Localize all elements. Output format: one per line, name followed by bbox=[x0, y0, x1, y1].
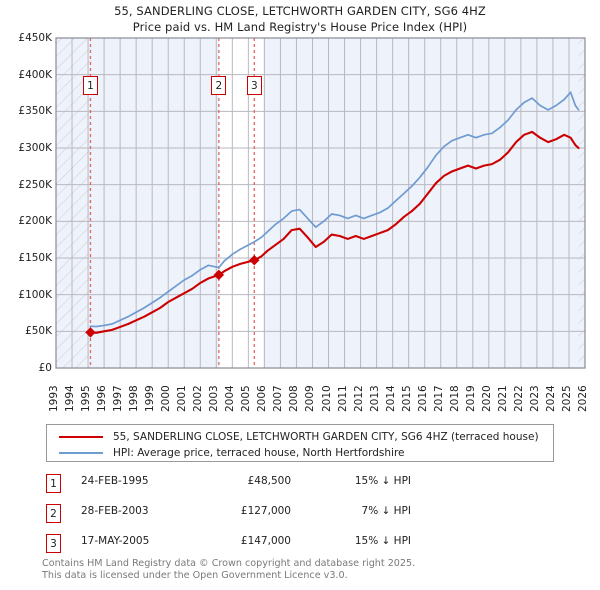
x-axis-tick-label: 2025 bbox=[560, 385, 573, 412]
x-axis-tick-label: 2023 bbox=[528, 385, 541, 412]
y-axis-tick-label: £450K bbox=[18, 32, 52, 44]
plot-frame bbox=[55, 37, 586, 369]
x-axis-tick-label: 1996 bbox=[96, 385, 109, 412]
transaction-hpi-delta: 15% ↓ HPI bbox=[354, 535, 411, 547]
transaction-index-badge: 3 bbox=[46, 534, 61, 553]
y-axis-tick-label: £400K bbox=[18, 68, 52, 81]
y-axis-labels: £0 £50K £100K £150K £200K £250K £300K £350K £400… bbox=[0, 32, 52, 374]
x-axis-tick-label: 2016 bbox=[416, 385, 429, 412]
x-axis-tick-label: 2001 bbox=[176, 385, 189, 412]
legend-label-property: 55, SANDERLING CLOSE, LETCHWORTH GARDEN … bbox=[113, 431, 539, 443]
event-marker-badge: 3 bbox=[246, 76, 262, 95]
x-axis-tick-label: 2018 bbox=[448, 385, 461, 412]
x-axis-tick-label: 2014 bbox=[384, 385, 397, 412]
y-axis-tick-label: £150K bbox=[18, 252, 52, 264]
transaction-date: 28-FEB-2003 bbox=[81, 505, 149, 517]
table-row: 3 17-MAY-2005 £147,000 15% ↓ HPI bbox=[46, 532, 466, 562]
transaction-hpi-delta: 7% ↓ HPI bbox=[361, 505, 411, 517]
x-axis-tick-label: 2026 bbox=[577, 385, 589, 412]
x-axis-tick-label: 2013 bbox=[368, 385, 381, 412]
transaction-price: £147,000 bbox=[240, 535, 291, 547]
x-axis-tick-label: 2017 bbox=[432, 385, 445, 412]
y-axis-tick-label: £0 bbox=[38, 362, 52, 374]
x-axis-tick-label: 1993 bbox=[48, 385, 60, 412]
x-axis-tick-label: 2024 bbox=[544, 385, 557, 412]
x-axis-tick-label: 2021 bbox=[496, 385, 509, 412]
transaction-price: £48,500 bbox=[247, 475, 291, 487]
data-series-group bbox=[89, 91, 580, 334]
transaction-index-badge: 1 bbox=[46, 474, 61, 493]
y-axis-tick-label: £200K bbox=[18, 215, 52, 228]
y-axis-tick-label: £300K bbox=[18, 142, 52, 154]
x-axis-tick-label: 2000 bbox=[160, 385, 173, 412]
x-axis-labels: 1993 1994 1995 1996 1997 1998 1999 2000 2001 2002… bbox=[0, 370, 600, 412]
transactions-table: 1 24-FEB-1995 £48,500 15% ↓ HPI 2 28-FEB… bbox=[46, 472, 466, 562]
x-axis-tick-label: 2011 bbox=[336, 385, 349, 412]
transaction-index-badge: 2 bbox=[46, 504, 61, 523]
event-marker-badge: 1 bbox=[82, 76, 98, 95]
x-axis-tick-label: 2005 bbox=[240, 385, 253, 412]
x-axis-tick-label: 2003 bbox=[208, 385, 221, 412]
y-axis-tick-label: £350K bbox=[18, 105, 52, 118]
x-axis-tick-label: 2008 bbox=[288, 385, 301, 412]
table-row: 2 28-FEB-2003 £127,000 7% ↓ HPI bbox=[46, 502, 466, 532]
x-axis-tick-label: 2022 bbox=[512, 385, 525, 412]
chart-legend: 55, SANDERLING CLOSE, LETCHWORTH GARDEN … bbox=[46, 424, 554, 462]
event-marker-badge: 2 bbox=[211, 76, 227, 95]
x-axis-tick-label: 1995 bbox=[80, 385, 93, 412]
x-axis-tick-label: 2009 bbox=[304, 385, 317, 412]
x-axis-tick-label: 2007 bbox=[272, 385, 285, 412]
x-axis-tick-label: 2006 bbox=[256, 385, 269, 412]
x-axis-tick-label: 2020 bbox=[480, 385, 493, 412]
y-axis-tick-label: £250K bbox=[18, 178, 52, 191]
footer-licence: This data is licensed under the Open Gov… bbox=[42, 569, 348, 581]
x-axis-tick-label: 2019 bbox=[464, 385, 477, 412]
footer-copyright: Contains HM Land Registry data © Crown c… bbox=[42, 558, 416, 569]
table-row: 1 24-FEB-1995 £48,500 15% ↓ HPI bbox=[46, 472, 466, 502]
plot-background bbox=[56, 38, 585, 368]
x-axis-tick-label: 1999 bbox=[144, 385, 157, 412]
x-axis-tick-label: 1998 bbox=[128, 385, 141, 412]
transaction-price: £127,000 bbox=[240, 505, 291, 517]
x-axis-tick-label: 2015 bbox=[400, 385, 413, 412]
transaction-date: 24-FEB-1995 bbox=[81, 475, 149, 487]
legend-swatch-property bbox=[59, 436, 103, 438]
legend-item-property: 55, SANDERLING CLOSE, LETCHWORTH GARDEN … bbox=[47, 429, 553, 445]
x-axis-tick-label: 2004 bbox=[224, 385, 237, 412]
x-axis-tick-label: 1997 bbox=[112, 385, 125, 412]
x-axis-tick-label: 2010 bbox=[320, 385, 333, 412]
footer: Contains HM Land Registry data © Crown c… bbox=[42, 558, 582, 581]
x-axis-tick-label: 2002 bbox=[192, 385, 205, 412]
page-title: 55, SANDERLING CLOSE, LETCHWORTH GARDEN … bbox=[114, 4, 486, 18]
transaction-hpi-delta: 15% ↓ HPI bbox=[354, 475, 411, 487]
y-axis-tick-label: £100K bbox=[18, 288, 52, 301]
legend-item-hpi: HPI: Average price, terraced house, Nort… bbox=[47, 445, 553, 461]
transaction-date: 17-MAY-2005 bbox=[81, 535, 150, 547]
x-axis-tick-label: 2012 bbox=[352, 385, 365, 412]
y-axis-tick-label: £50K bbox=[25, 325, 52, 338]
page-subtitle: Price paid vs. HM Land Registry's House … bbox=[132, 20, 468, 34]
x-axis-tick-label: 1994 bbox=[64, 385, 77, 412]
legend-label-hpi: HPI: Average price, terraced house, Nort… bbox=[113, 447, 405, 459]
legend-swatch-hpi bbox=[59, 452, 103, 454]
